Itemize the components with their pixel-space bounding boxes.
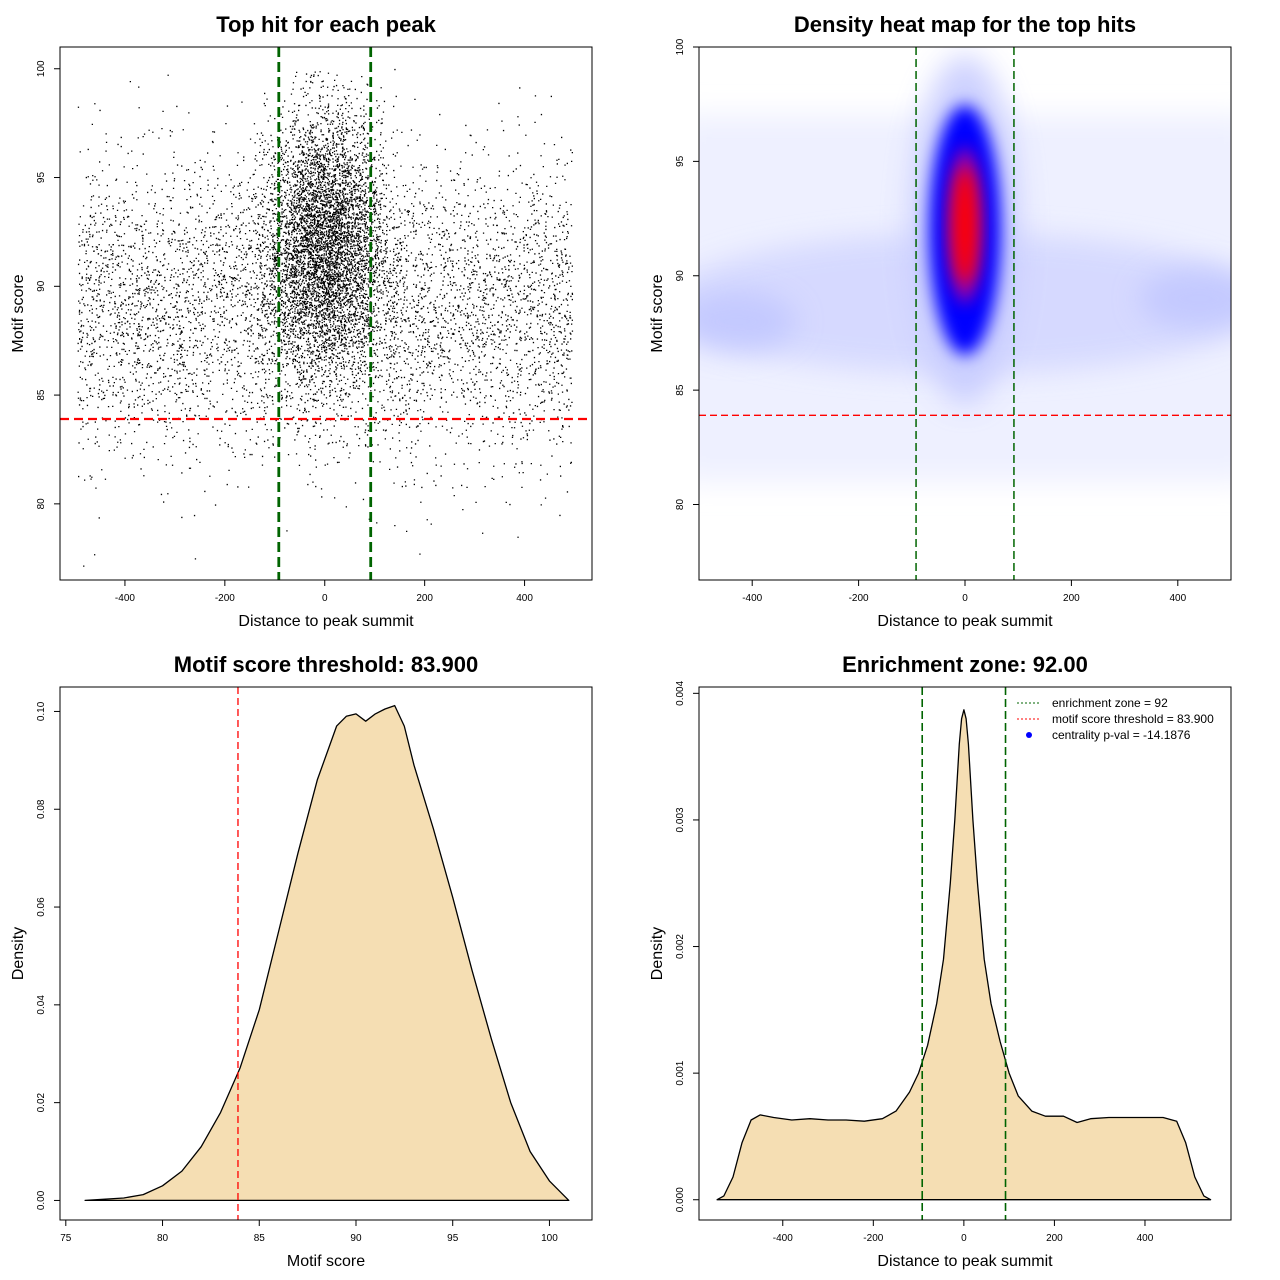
y-tick-label: 0.02 [36, 1092, 47, 1112]
panel-scatter-plot: Top hit for each peak Distance to peak su… [10, 12, 593, 630]
legend-label: motif score threshold = 83.900 [1052, 712, 1214, 726]
y-tick-label: 85 [36, 389, 47, 401]
legend-label: enrichment zone = 92 [1052, 696, 1168, 710]
y-tick-label: 90 [675, 270, 686, 282]
x-tick-label: 200 [1046, 1233, 1063, 1244]
x-tick-label: -400 [773, 1233, 793, 1244]
y-tick-label: 0.00 [36, 1190, 47, 1210]
plot-frame [698, 686, 1232, 1221]
y-axis-label: Density [10, 927, 27, 980]
x-axis-label: Motif score [287, 1253, 365, 1270]
y-tick-label: 0.000 [675, 1187, 686, 1212]
x-tick-label: 100 [541, 1233, 558, 1244]
panel-score-density: Motif score threshold: 83.900 Motif score… [10, 652, 593, 1270]
y-axis-label: Motif score [10, 274, 27, 352]
heatmap-band [699, 291, 797, 352]
x-tick-label: 95 [447, 1233, 459, 1244]
y-tick-label: 90 [36, 280, 47, 292]
chart-title: Enrichment zone: 92.00 [842, 652, 1088, 677]
x-axis-label: Distance to peak summit [877, 1253, 1053, 1270]
y-tick-label: 80 [675, 499, 686, 511]
scatter-points [77, 68, 574, 567]
heatmap-band [1139, 268, 1231, 329]
y-tick-label: 100 [36, 60, 47, 77]
y-tick-label: 0.04 [36, 995, 47, 1015]
x-tick-label: 75 [60, 1233, 72, 1244]
y-tick-label: 100 [675, 38, 686, 55]
x-tick-label: 200 [416, 593, 433, 604]
y-tick-label: 80 [36, 498, 47, 510]
x-tick-label: -400 [742, 593, 762, 604]
x-tick-label: 85 [254, 1233, 266, 1244]
y-tick-label: 0.001 [675, 1060, 686, 1085]
x-axis-label: Distance to peak summit [238, 613, 414, 630]
density-curve [716, 709, 1212, 1201]
x-tick-label: -400 [115, 593, 135, 604]
y-axis-label: Motif score [649, 274, 666, 352]
legend-marker [1026, 732, 1032, 738]
panel-distance-density: Enrichment zone: 92.00 Distance to peak s… [649, 652, 1232, 1270]
legend-label: centrality p-val = -14.1876 [1052, 728, 1191, 742]
x-tick-label: -200 [849, 593, 869, 604]
x-tick-label: 400 [1169, 593, 1186, 604]
x-tick-label: 80 [157, 1233, 169, 1244]
x-tick-label: 90 [350, 1233, 362, 1244]
chart-title: Top hit for each peak [216, 12, 436, 37]
y-tick-label: 0.002 [675, 934, 686, 959]
x-axis-label: Distance to peak summit [877, 613, 1053, 630]
y-tick-label: 0.06 [36, 897, 47, 917]
plot-frame [59, 686, 593, 1221]
x-tick-label: 400 [516, 593, 533, 604]
x-tick-label: 200 [1063, 593, 1080, 604]
y-tick-label: 0.003 [675, 807, 686, 832]
y-tick-label: 95 [36, 172, 47, 184]
x-tick-label: 400 [1137, 1233, 1154, 1244]
x-tick-label: -200 [863, 1233, 883, 1244]
y-axis-label: Density [649, 927, 666, 980]
panel-density-heatmap: Density heat map for the top hits Distanc… [649, 12, 1232, 630]
x-tick-label: 0 [961, 1233, 967, 1244]
chart-title: Motif score threshold: 83.900 [174, 652, 478, 677]
chart-title: Density heat map for the top hits [794, 12, 1136, 37]
y-tick-label: 0.004 [675, 680, 686, 705]
plot-frame [59, 46, 593, 581]
y-tick-label: 95 [675, 155, 686, 167]
x-tick-label: 0 [962, 593, 968, 604]
density-peak [953, 167, 977, 284]
legend: enrichment zone = 92 motif score threshol… [1017, 696, 1214, 742]
heatmap-cells [699, 55, 1231, 482]
y-tick-label: 85 [675, 384, 686, 396]
x-tick-label: -200 [215, 593, 235, 604]
y-tick-label: 0.10 [36, 701, 47, 721]
density-curve [84, 704, 570, 1202]
x-tick-label: 0 [322, 593, 328, 604]
y-tick-label: 0.08 [36, 799, 47, 819]
